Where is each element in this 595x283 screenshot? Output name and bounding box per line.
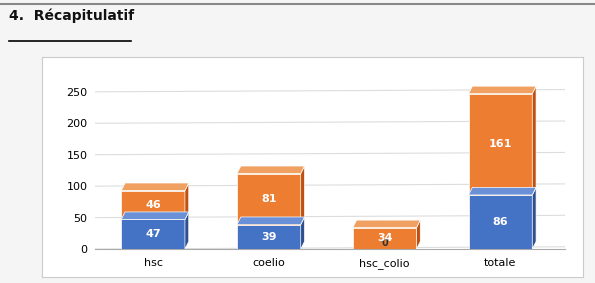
Bar [469, 195, 533, 249]
Text: 47: 47 [145, 229, 161, 239]
Text: 39: 39 [261, 232, 277, 242]
Text: 86: 86 [493, 217, 508, 227]
Polygon shape [469, 86, 536, 94]
Polygon shape [185, 183, 189, 220]
Text: 34: 34 [377, 233, 392, 243]
Bar [469, 94, 533, 195]
Polygon shape [121, 212, 189, 220]
Text: 0: 0 [381, 238, 388, 248]
Text: 161: 161 [488, 139, 512, 149]
Polygon shape [121, 183, 189, 190]
Polygon shape [300, 217, 305, 249]
Polygon shape [300, 166, 305, 224]
Polygon shape [533, 86, 536, 195]
Polygon shape [237, 166, 305, 173]
Bar [237, 173, 300, 224]
Polygon shape [469, 187, 536, 195]
Bar [121, 190, 185, 220]
Polygon shape [416, 220, 420, 249]
Polygon shape [185, 212, 189, 249]
Polygon shape [353, 220, 420, 228]
Text: 4.  Récapitulatif: 4. Récapitulatif [9, 8, 134, 23]
Polygon shape [237, 217, 305, 224]
Text: 46: 46 [145, 200, 161, 210]
Polygon shape [533, 187, 536, 249]
Bar [237, 224, 300, 249]
Bar [121, 220, 185, 249]
Bar [353, 228, 416, 249]
Text: 81: 81 [261, 194, 277, 204]
